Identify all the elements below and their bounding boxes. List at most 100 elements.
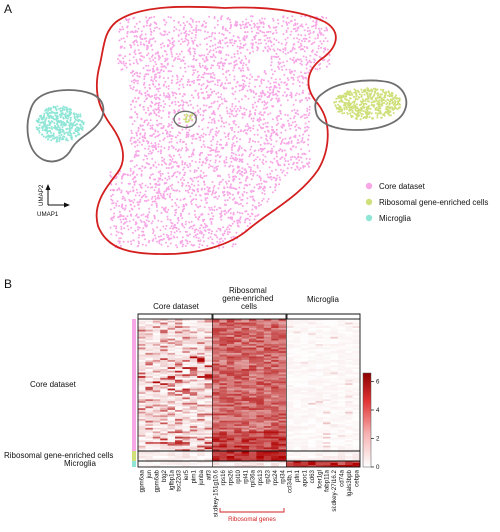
heatmap-cell: [337, 322, 346, 325]
heatmap-cell: [308, 333, 316, 336]
umap-point: [195, 29, 198, 32]
umap-point: [261, 192, 264, 194]
umap-point: [217, 96, 220, 99]
umap-point: [170, 81, 173, 84]
heatmap-cell: [300, 319, 309, 322]
umap-point: [60, 122, 63, 125]
umap-point: [204, 25, 207, 28]
umap-point: [276, 48, 279, 51]
heatmap-cell: [308, 326, 316, 329]
umap-point: [256, 166, 259, 169]
heatmap-cell: [352, 340, 361, 343]
umap-point: [231, 143, 234, 146]
heatmap-cell: [234, 338, 242, 341]
heatmap-cell: [330, 319, 339, 322]
umap-point: [147, 64, 150, 67]
umap-point: [245, 26, 248, 29]
heatmap-cell: [293, 360, 302, 363]
heatmap-cells: [138, 319, 361, 468]
umap-point: [350, 108, 353, 111]
heatmap-cell: [249, 354, 257, 357]
umap-point: [270, 143, 273, 146]
umap-point: [254, 109, 257, 112]
umap-point: [201, 177, 204, 179]
heatmap-cell: [323, 340, 331, 343]
umap-point: [241, 198, 244, 201]
umap-point: [190, 220, 193, 223]
umap-point: [159, 172, 162, 175]
umap-point: [297, 41, 300, 43]
umap-point: [226, 226, 229, 229]
heatmap-cell: [152, 327, 161, 330]
umap-point: [195, 34, 197, 36]
heatmap-cell: [182, 342, 191, 345]
heatmap-cell: [300, 349, 309, 352]
umap-point: [176, 198, 179, 201]
umap-point: [291, 121, 294, 124]
umap-point: [239, 130, 242, 133]
umap-point: [318, 63, 321, 66]
heatmap-cell: [182, 320, 191, 323]
umap-point: [304, 37, 307, 40]
umap-point: [65, 114, 67, 117]
umap-point: [160, 122, 163, 125]
umap-point: [197, 78, 200, 81]
heatmap-cell: [337, 360, 346, 363]
heatmap-cell: [145, 324, 154, 327]
umap-point: [235, 85, 238, 88]
heatmap-cell: [197, 347, 205, 350]
umap-point: [285, 29, 288, 32]
umap-point: [75, 119, 78, 121]
umap-point: [252, 172, 255, 175]
umap-point: [66, 117, 69, 120]
umap-point: [181, 107, 184, 110]
umap-point: [220, 143, 223, 146]
umap-point: [209, 55, 212, 58]
heatmap-cell: [278, 319, 287, 322]
heatmap-cell: [323, 365, 331, 368]
umap-point: [131, 231, 134, 234]
heatmap-cell: [330, 356, 339, 359]
umap-point: [118, 237, 121, 240]
umap-point: [148, 57, 151, 60]
umap-point: [204, 199, 207, 201]
umap-point: [281, 156, 284, 159]
umap-point: [267, 50, 269, 53]
umap-point: [37, 120, 40, 123]
umap-point: [215, 92, 218, 95]
umap-point: [242, 62, 245, 65]
umap-point: [158, 139, 161, 142]
heatmap-cell: [278, 324, 287, 327]
umap-point: [254, 215, 257, 218]
umap-point: [117, 58, 119, 60]
umap-point: [203, 145, 206, 148]
heatmap-cell: [293, 335, 302, 338]
umap-point: [374, 112, 377, 115]
umap-point: [265, 34, 267, 37]
umap-point: [205, 104, 208, 107]
umap-point: [193, 169, 196, 172]
umap-point: [152, 232, 155, 235]
umap-point: [169, 162, 172, 165]
umap-point: [277, 61, 280, 64]
umap-point: [228, 73, 231, 76]
umap-point: [175, 28, 178, 31]
umap-point: [211, 44, 214, 47]
umap-point: [138, 242, 140, 245]
heatmap-cell: [138, 343, 146, 347]
heatmap-cell: [337, 342, 346, 345]
umap-point: [258, 98, 261, 101]
umap-point: [345, 93, 348, 96]
umap-point: [243, 35, 246, 38]
umap-point: [193, 224, 196, 227]
umap-point: [247, 21, 250, 24]
heatmap-cell: [219, 324, 228, 327]
heatmap-cell: [271, 360, 279, 363]
umap-point: [140, 37, 142, 40]
umap-point: [192, 149, 195, 152]
umap-point: [219, 96, 222, 99]
heatmap-cell: [241, 343, 250, 347]
umap-point: [283, 157, 286, 160]
umap-point: [276, 100, 279, 103]
umap-point: [195, 58, 198, 61]
